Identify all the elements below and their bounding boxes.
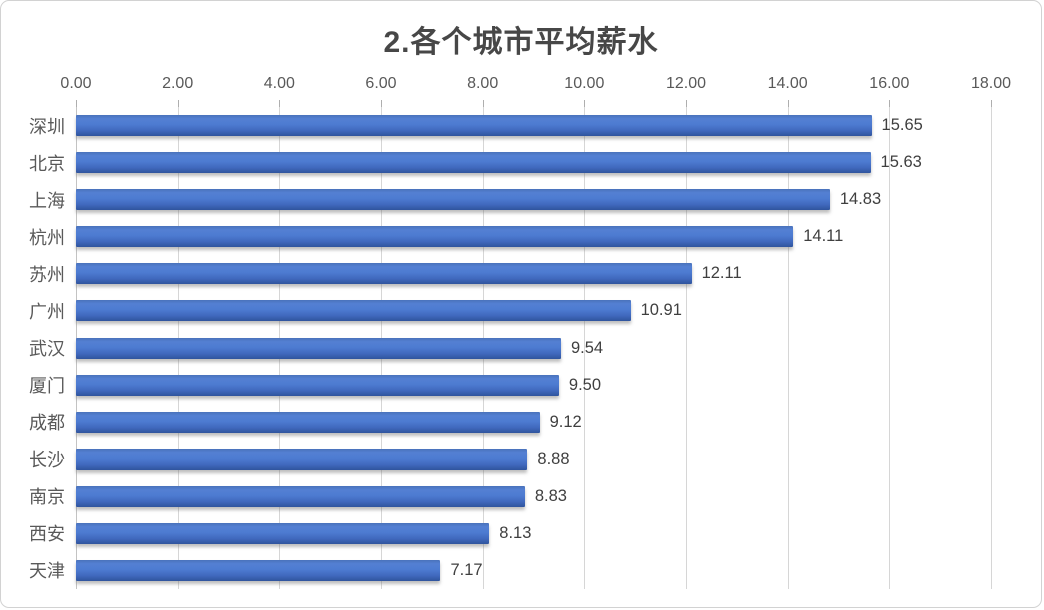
bar-value-label: 14.83	[839, 190, 882, 209]
chart-title: 2.各个城市平均薪水	[383, 26, 659, 59]
bar	[76, 263, 692, 285]
bar-rows: 15.65 15.63 14.83 14.11 12.11 10.91 9.54 9.50 9.…	[76, 107, 991, 589]
bar-row: 12.11	[76, 255, 991, 292]
bar-row: 15.63	[76, 144, 991, 181]
bar	[76, 189, 830, 211]
x-axis-tickmark	[482, 100, 484, 107]
bar-row: 8.83	[76, 478, 991, 515]
bar-value-label: 7.17	[450, 560, 483, 579]
bar-value-label: 10.91	[640, 301, 682, 320]
x-axis-tickmark	[584, 100, 586, 107]
x-tick-label: 14.00	[767, 75, 808, 92]
bar-row: 9.50	[76, 367, 991, 404]
bar-row: 10.91	[76, 292, 991, 329]
bar	[76, 374, 559, 396]
gridline	[685, 107, 687, 589]
bar-value-label: 14.11	[803, 227, 844, 246]
x-axis-tickmark	[177, 100, 179, 107]
bar	[76, 300, 631, 322]
bar-row: 14.83	[76, 181, 991, 218]
bar-row: 8.13	[76, 515, 991, 552]
bar	[76, 226, 794, 248]
x-tick-label: 12.00	[665, 75, 707, 92]
x-tick-label: 4.00	[263, 75, 295, 92]
bar	[76, 152, 871, 174]
x-tick-label: 0.00	[60, 75, 92, 92]
y-axis-category-labels: 深圳北京上海杭州苏州广州武汉厦门成都长沙南京西安天津	[1, 107, 65, 589]
bar-value-label: 9.12	[549, 412, 582, 431]
category-label: 深圳	[29, 116, 65, 137]
x-tick-label: 18.00	[970, 75, 1012, 92]
bar	[76, 411, 540, 433]
bar-row: 9.54	[76, 329, 991, 366]
gridline	[584, 107, 586, 589]
category-label: 南京	[29, 487, 65, 508]
category-label: 苏州	[29, 264, 65, 285]
category-label: 长沙	[29, 450, 65, 471]
category-label: 广州	[29, 301, 65, 322]
x-axis-tickmark	[76, 100, 77, 107]
x-axis: 0.00 2.00 4.00 6.00 8.00 10.00 12.00 14.00 16.00…	[60, 75, 1011, 97]
bar-row: 7.17	[76, 552, 991, 589]
x-axis-tickmark	[380, 100, 382, 107]
bar-row: 15.65	[76, 107, 991, 144]
bar-row: 14.11	[76, 218, 991, 255]
gridline	[889, 107, 891, 589]
bar-value-label: 15.63	[880, 153, 922, 172]
bar-value-label: 9.54	[570, 338, 604, 357]
category-label: 杭州	[29, 227, 65, 248]
category-label: 天津	[29, 561, 65, 582]
x-tick-label: 2.00	[162, 75, 194, 92]
x-tick-label: 8.00	[467, 75, 499, 92]
x-axis-tickmark	[991, 100, 992, 107]
bar-row: 8.88	[76, 441, 991, 478]
gridline	[787, 107, 789, 589]
bar-value-label: 8.13	[499, 523, 532, 542]
bar	[76, 115, 872, 137]
bar-row: 9.12	[76, 404, 991, 441]
bar	[76, 485, 525, 507]
bar	[76, 337, 561, 359]
category-label: 厦门	[29, 376, 65, 397]
bar	[76, 559, 441, 581]
x-axis-tickmark	[889, 100, 891, 107]
category-label: 武汉	[29, 339, 65, 359]
bar-value-label: 8.83	[534, 486, 567, 505]
x-tick-label: 6.00	[365, 75, 397, 92]
bar-value-label: 9.50	[568, 375, 602, 394]
x-axis-tickmark	[279, 100, 281, 107]
bar-value-label: 15.65	[881, 116, 923, 135]
x-tick-label: 10.00	[564, 75, 605, 92]
bar	[76, 448, 528, 470]
category-label: 北京	[29, 153, 65, 174]
x-axis-tickmark	[685, 100, 687, 107]
category-label: 成都	[29, 413, 65, 434]
bar-value-label: 8.88	[537, 449, 570, 468]
bar	[76, 522, 490, 544]
category-label: 西安	[29, 524, 65, 545]
gridline	[991, 107, 992, 589]
bar-value-label: 12.11	[701, 264, 742, 283]
x-tick-label: 16.00	[869, 75, 910, 92]
category-label: 上海	[29, 190, 65, 211]
x-axis-tickmark	[787, 100, 789, 107]
plot-area: 15.65 15.63 14.83 14.11 12.11 10.91 9.54 9.50 9.…	[76, 100, 992, 589]
